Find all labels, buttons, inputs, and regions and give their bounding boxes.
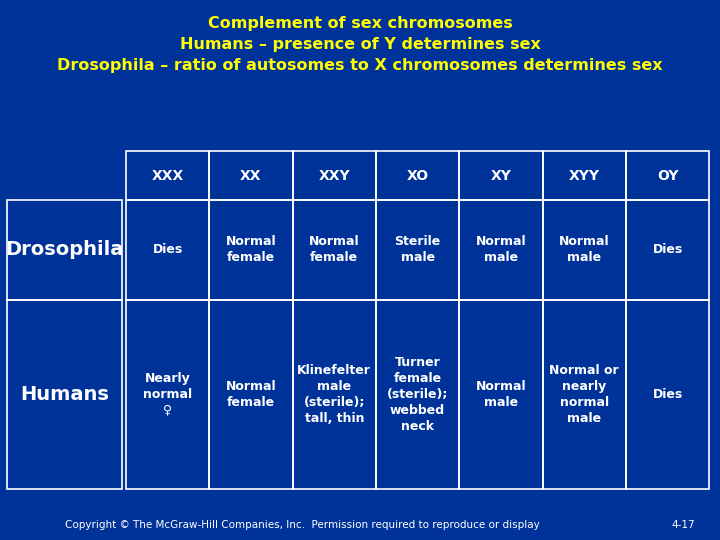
- Bar: [376, 200, 459, 300]
- Bar: [210, 200, 292, 300]
- Bar: [459, 300, 543, 489]
- Text: Normal
female: Normal female: [225, 235, 276, 265]
- Bar: [292, 151, 376, 200]
- Bar: [626, 300, 709, 489]
- Bar: [376, 300, 459, 489]
- Bar: [543, 300, 626, 489]
- Text: Drosophila: Drosophila: [6, 240, 124, 259]
- Text: XY: XY: [490, 168, 511, 183]
- Text: XXY: XXY: [318, 168, 350, 183]
- Text: Normal
female: Normal female: [309, 235, 359, 265]
- Bar: [626, 200, 709, 300]
- Text: Normal
male: Normal male: [476, 380, 526, 409]
- Bar: [126, 300, 210, 489]
- Bar: [210, 151, 292, 200]
- Text: Dies: Dies: [652, 244, 683, 256]
- Text: Normal
male: Normal male: [476, 235, 526, 265]
- Text: Complement of sex chromosomes
Humans – presence of Y determines sex
Drosophila –: Complement of sex chromosomes Humans – p…: [57, 16, 663, 73]
- Bar: [459, 200, 543, 300]
- Bar: [292, 300, 376, 489]
- Text: Sterile
male: Sterile male: [395, 235, 441, 265]
- Bar: [7, 200, 122, 300]
- Bar: [543, 200, 626, 300]
- Text: XO: XO: [407, 168, 428, 183]
- Bar: [292, 200, 376, 300]
- Bar: [126, 200, 210, 300]
- Bar: [210, 300, 292, 489]
- Text: Nearly
normal
♀: Nearly normal ♀: [143, 372, 192, 417]
- Text: Turner
female
(sterile);
webbed
neck: Turner female (sterile); webbed neck: [387, 356, 449, 433]
- Text: Normal
male: Normal male: [559, 235, 610, 265]
- Text: Dies: Dies: [652, 388, 683, 401]
- Bar: [543, 151, 626, 200]
- Text: Dies: Dies: [153, 244, 183, 256]
- Text: Klinefelter
male
(sterile);
tall, thin: Klinefelter male (sterile); tall, thin: [297, 364, 372, 424]
- Text: OY: OY: [657, 168, 678, 183]
- Bar: [626, 151, 709, 200]
- Bar: [126, 151, 210, 200]
- Text: XYY: XYY: [569, 168, 600, 183]
- Bar: [459, 151, 543, 200]
- Bar: [7, 300, 122, 489]
- Text: XX: XX: [240, 168, 262, 183]
- Text: Humans: Humans: [20, 384, 109, 404]
- Text: Normal
female: Normal female: [225, 380, 276, 409]
- Text: XXX: XXX: [151, 168, 184, 183]
- Text: Copyright © The McGraw-Hill Companies, Inc.  Permission required to reproduce or: Copyright © The McGraw-Hill Companies, I…: [65, 520, 539, 530]
- Text: Normal or
nearly
normal
male: Normal or nearly normal male: [549, 364, 619, 424]
- Text: 4-17: 4-17: [671, 520, 695, 530]
- Bar: [376, 151, 459, 200]
